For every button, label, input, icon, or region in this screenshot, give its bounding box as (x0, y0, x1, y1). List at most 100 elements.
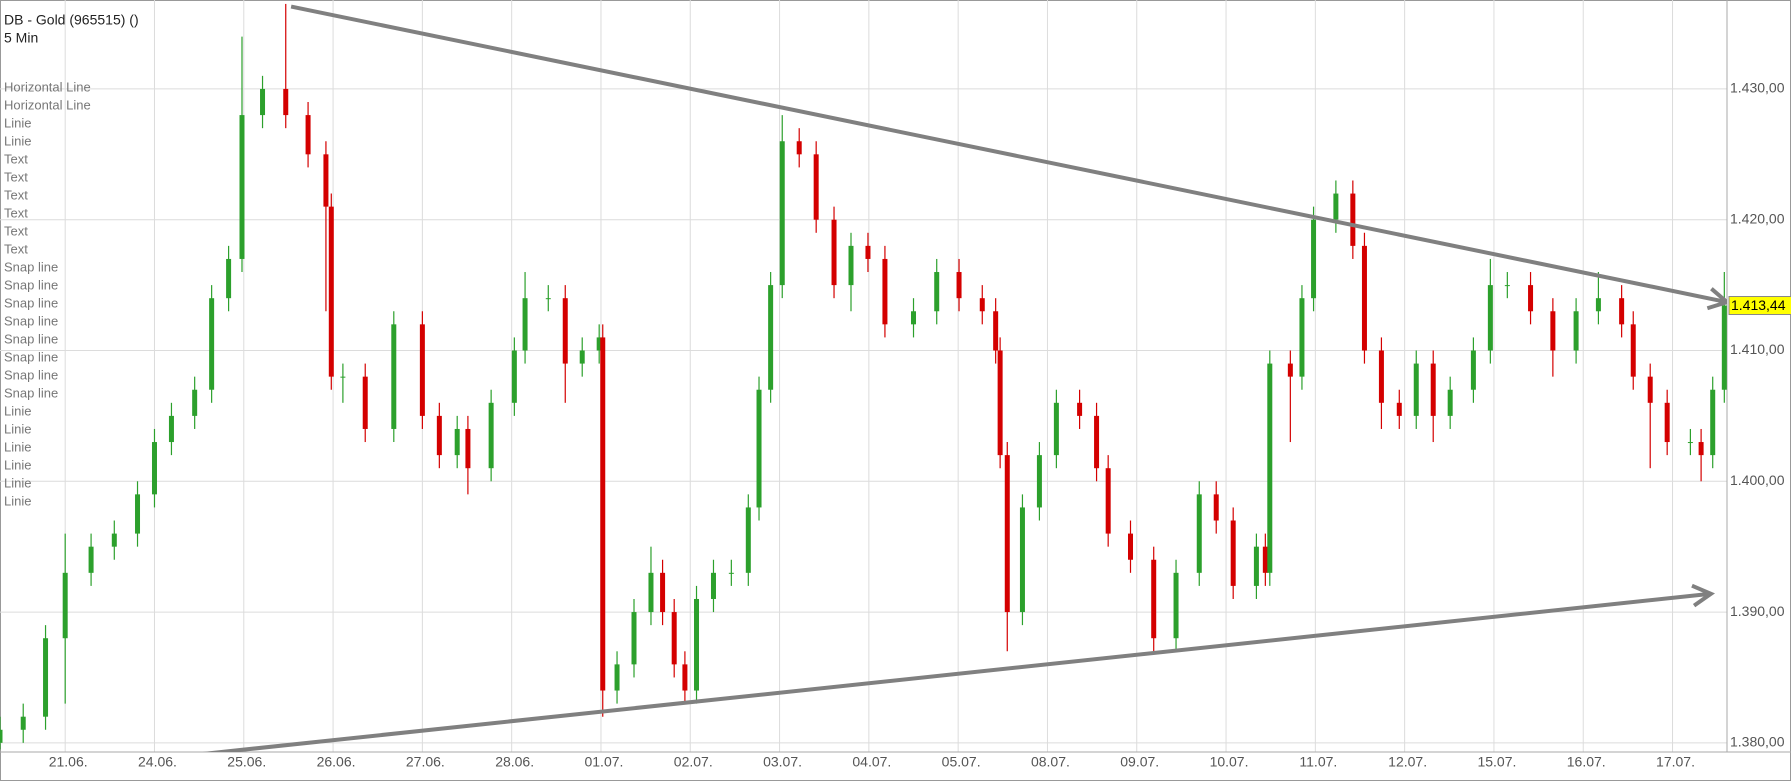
x-tick-label: 11.07. (1299, 754, 1337, 770)
candle-body (1721, 305, 1727, 390)
drawing-object-label: Text (4, 187, 28, 202)
candle-body (391, 324, 397, 429)
candle-body (1550, 311, 1556, 351)
candle-body (865, 245, 871, 259)
candle-body (779, 141, 785, 286)
drawing-object-label: Snap line (4, 331, 58, 346)
candle-body (1299, 298, 1305, 377)
drawing-object-label: Horizontal Line (4, 97, 91, 112)
candle-body (1105, 468, 1111, 534)
candle-body (436, 415, 442, 456)
y-tick-label: 1.410,00 (1730, 341, 1785, 357)
y-tick-label: 1.380,00 (1730, 734, 1785, 750)
candle-body (1361, 245, 1367, 351)
candle-body (1710, 389, 1716, 456)
drawing-object-label: Text (4, 241, 28, 256)
drawing-object-label: Linie (4, 115, 31, 130)
candle-body (1430, 363, 1436, 416)
candle-body (340, 376, 346, 378)
last-price-box (1728, 296, 1791, 316)
candle-body (756, 389, 762, 508)
x-tick-label: 05.07. (942, 754, 981, 770)
candle-body (579, 350, 585, 364)
candle-body (1619, 298, 1625, 325)
candle-body (1396, 402, 1402, 416)
x-tick-label: 12.07. (1388, 754, 1427, 770)
x-tick-label: 09.07. (1120, 754, 1159, 770)
candle-body (1287, 363, 1293, 377)
candle-body (1173, 572, 1179, 639)
candle-body (848, 245, 854, 286)
candle-body (1230, 520, 1236, 586)
drawing-object-label: Linie (4, 403, 31, 418)
candle-body (631, 612, 637, 665)
candle-body (694, 598, 700, 691)
candle-body (1262, 546, 1268, 573)
candle-body (192, 389, 198, 416)
candle-body (1528, 285, 1534, 312)
x-tick-label: 04.07. (852, 754, 891, 770)
candle-body (511, 350, 517, 403)
candle-body (239, 115, 245, 259)
candle-body (745, 507, 751, 573)
candle-body (111, 533, 117, 547)
candle-body (562, 298, 568, 364)
candle-body (323, 154, 329, 207)
candle-body (0, 729, 3, 743)
x-tick-label: 01.07. (584, 754, 623, 770)
candle-body (660, 572, 666, 613)
candle-body (956, 272, 962, 299)
candle-body (1311, 219, 1317, 299)
drawing-object-label: Snap line (4, 385, 58, 400)
candle-body (260, 88, 266, 116)
candle-body (522, 298, 528, 351)
y-tick-label: 1.400,00 (1730, 472, 1785, 488)
candle-body (1333, 193, 1339, 220)
candle-body (1447, 389, 1453, 416)
candle-body (1413, 363, 1419, 416)
candle-body (997, 350, 1003, 456)
candle-body (362, 376, 368, 429)
candle-body (151, 442, 157, 495)
candle-body (226, 258, 232, 299)
x-tick-label: 03.07. (763, 754, 802, 770)
x-tick-label: 26.06. (317, 754, 356, 770)
candle-body (209, 298, 215, 390)
candle-body (1253, 546, 1259, 586)
drawing-object-label: Snap line (4, 349, 58, 364)
candle-body (283, 88, 289, 116)
candle-body (796, 141, 802, 155)
y-tick-label: 1.390,00 (1730, 603, 1785, 619)
x-tick-label: 16.07. (1567, 754, 1606, 770)
candle-body (1127, 533, 1133, 560)
candle-body (993, 311, 999, 351)
x-tick-label: 17.07. (1656, 754, 1695, 770)
candle-body (882, 258, 888, 325)
drawing-object-label: Snap line (4, 295, 58, 310)
candle-body (768, 285, 774, 390)
x-tick-label: 28.06. (495, 754, 534, 770)
candle-body (831, 219, 837, 286)
candle-body (545, 298, 551, 300)
y-tick-label: 1.420,00 (1730, 210, 1785, 226)
candle-body (1213, 494, 1219, 521)
candle-body (62, 572, 68, 639)
candle-body (43, 638, 49, 717)
candle-body (710, 572, 716, 599)
candle-body (168, 415, 174, 443)
candle-body (1053, 402, 1059, 456)
drawing-object-label: Snap line (4, 277, 58, 292)
candle-body (454, 428, 460, 456)
candle-body (419, 324, 425, 416)
drawing-object-label: Linie (4, 133, 31, 148)
candle-body (934, 272, 940, 312)
candle-body (1487, 285, 1493, 351)
candle-body (1004, 455, 1010, 613)
candle-body (1077, 402, 1083, 416)
drawing-object-label: Text (4, 205, 28, 220)
x-tick-label: 24.06. (138, 754, 177, 770)
candle-body (1378, 350, 1384, 403)
candle-body (20, 716, 26, 730)
candle-body (1630, 324, 1636, 377)
candle-body (465, 428, 471, 469)
